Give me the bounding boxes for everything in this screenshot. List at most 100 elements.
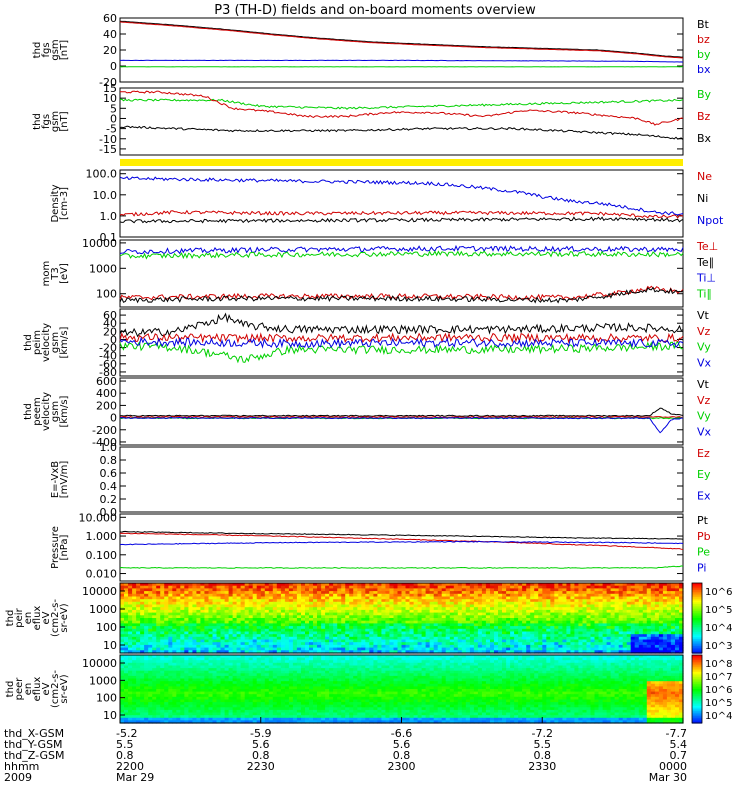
- heatmap-cell: [128, 665, 133, 669]
- heatmap-cell: [437, 631, 443, 635]
- heatmap-cell: [260, 607, 266, 611]
- heatmap-cell: [654, 650, 660, 654]
- heatmap-cell: [542, 588, 547, 592]
- heatmap-cell: [502, 665, 507, 669]
- heatmap-cell: [498, 665, 503, 669]
- heatmap-cell: [276, 647, 282, 651]
- heatmap-cell: [630, 612, 636, 616]
- heatmap-cell: [264, 670, 270, 674]
- heatmap-cell: [128, 618, 133, 622]
- heatmap-cell: [268, 650, 274, 654]
- heatmap-cell: [441, 615, 447, 619]
- heatmap-cell: [252, 593, 258, 598]
- heatmap-cell: [405, 612, 411, 616]
- heatmap-cell: [578, 628, 583, 633]
- heatmap-cell: [296, 655, 302, 659]
- heatmap-cell: [361, 644, 366, 649]
- heatmap-cell: [192, 609, 197, 614]
- heatmap-cell: [345, 596, 350, 600]
- heatmap-cell: [522, 599, 527, 603]
- heatmap-cell: [321, 657, 326, 661]
- heatmap-cell: [437, 660, 443, 664]
- heatmap-cell: [212, 615, 218, 619]
- heatmap-cell: [622, 615, 628, 619]
- heatmap-cell: [598, 583, 604, 587]
- heatmap-cell: [518, 626, 523, 630]
- y-tick-label: -40: [99, 350, 117, 363]
- heatmap-cell: [417, 607, 423, 611]
- heatmap-cell: [337, 626, 342, 630]
- heatmap-cell: [156, 583, 161, 587]
- heatmap-cell: [590, 662, 596, 666]
- heatmap-cell: [473, 609, 479, 614]
- heatmap-cell: [618, 620, 624, 624]
- heatmap-cell: [329, 599, 334, 603]
- heatmap-cell: [172, 650, 177, 654]
- heatmap-cell: [550, 628, 555, 633]
- heatmap-cell: [224, 660, 230, 664]
- heatmap-cell: [124, 634, 129, 638]
- heatmap-cell: [421, 588, 427, 592]
- heatmap-cell: [144, 644, 149, 649]
- heatmap-cell: [514, 655, 519, 659]
- heatmap-cell: [618, 607, 624, 611]
- heatmap-cell: [204, 650, 209, 654]
- heatmap-cell: [610, 655, 616, 659]
- heatmap-cell: [393, 607, 399, 611]
- heatmap-cell: [570, 647, 575, 651]
- heatmap-cell: [534, 655, 539, 659]
- heatmap-cell: [554, 639, 559, 643]
- heatmap-cell: [381, 620, 386, 624]
- heatmap-cell: [490, 585, 495, 589]
- heatmap-cell: [128, 626, 133, 630]
- heatmap-cell: [514, 634, 519, 638]
- heatmap-cell: [594, 644, 600, 649]
- heatmap-cell: [477, 636, 483, 641]
- heatmap-cell: [268, 665, 274, 669]
- heatmap-cell: [441, 636, 447, 641]
- heatmap-cell: [586, 668, 592, 672]
- heatmap-cell: [128, 599, 133, 603]
- heatmap-cell: [204, 670, 209, 674]
- heatmap-cell: [276, 604, 282, 608]
- heatmap-cell: [449, 596, 455, 600]
- heatmap-cell: [180, 665, 185, 669]
- heatmap-cell: [397, 628, 403, 633]
- heatmap-cell: [200, 668, 205, 672]
- heatmap-cell: [124, 647, 129, 651]
- y-tick-label: -60: [99, 358, 117, 371]
- heatmap-cell: [481, 650, 487, 654]
- heatmap-cell: [329, 607, 334, 611]
- heatmap-cell: [413, 655, 419, 659]
- heatmap-cell: [498, 620, 503, 624]
- heatmap-cell: [630, 588, 636, 592]
- heatmap-cell: [530, 599, 535, 603]
- heatmap-cell: [260, 644, 266, 649]
- heatmap-cell: [574, 655, 579, 659]
- heatmap-cell: [184, 660, 189, 664]
- heatmap-cell: [288, 612, 294, 616]
- heatmap-cell: [136, 601, 141, 606]
- heatmap-cell: [184, 650, 189, 654]
- heatmap-cell: [124, 639, 129, 643]
- heatmap-cell: [264, 596, 270, 600]
- heatmap-cell: [453, 670, 459, 674]
- heatmap-cell: [164, 631, 169, 635]
- heatmap-cell: [325, 601, 330, 606]
- heatmap-cell: [646, 636, 652, 641]
- heatmap-cell: [132, 626, 137, 630]
- heatmap-cell: [284, 618, 290, 622]
- heatmap-cell: [252, 596, 258, 600]
- y-tick-label: 15: [103, 82, 117, 95]
- heatmap-cell: [646, 583, 652, 587]
- heatmap-cell: [136, 657, 141, 661]
- heatmap-cell: [594, 650, 600, 654]
- heatmap-cell: [510, 609, 515, 614]
- heatmap-cell: [606, 601, 612, 606]
- heatmap-cell: [562, 599, 567, 603]
- heatmap-cell: [252, 591, 258, 595]
- heatmap-cell: [292, 660, 298, 664]
- heatmap-cell: [538, 665, 543, 669]
- heatmap-cell: [518, 623, 523, 627]
- heatmap-cell: [120, 626, 125, 630]
